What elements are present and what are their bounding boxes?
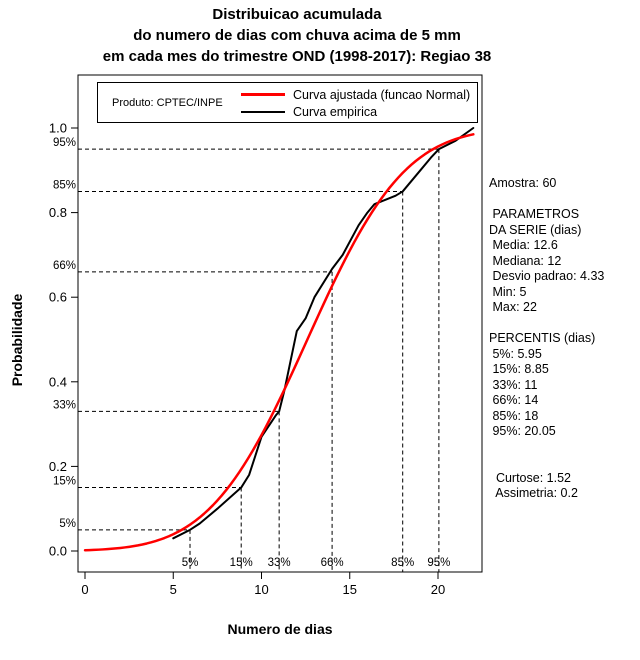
stats-line: Max: 22	[489, 300, 537, 314]
chart-title: Distribuicao acumulada do numero de dias…	[0, 4, 594, 67]
percentile-bottom-label-85%: 85%	[391, 557, 414, 569]
product-label: Produto: CPTEC/INPE	[112, 97, 223, 109]
percentile-bottom-label-95%: 95%	[427, 557, 450, 569]
legend-entry-fitted: Curva ajustada (funcao Normal)	[241, 86, 470, 104]
x-tick-label: 0	[81, 582, 88, 597]
percentile-left-label-33%: 33%	[53, 399, 76, 411]
stats-line	[489, 192, 604, 208]
y-tick-label: 0.0	[49, 544, 67, 559]
percentile-left-label-5%: 5%	[59, 518, 76, 530]
percentile-bottom-label-66%: 66%	[321, 557, 344, 569]
stats-line: PERCENTIS (dias)	[489, 331, 596, 345]
percentile-bottom-label-5%: 5%	[182, 557, 199, 569]
percentile-left-label-85%: 85%	[53, 179, 76, 191]
stats-line: 85%: 18	[489, 408, 539, 423]
chart-title-line1: Distribuicao acumulada	[212, 6, 382, 23]
x-tick-label: 20	[431, 582, 445, 597]
y-tick-label: 1.0	[49, 121, 67, 136]
stats-line: Min: 5	[489, 284, 527, 299]
legend-entries: Curva ajustada (funcao Normal) Curva emp…	[241, 86, 470, 121]
legend-label-empirical: Curva empirica	[293, 105, 378, 120]
percentile-left-label-66%: 66%	[53, 260, 76, 272]
stats-line: 33%: 11	[489, 377, 538, 392]
legend-entry-empirical: Curva empirica	[241, 104, 470, 122]
empirical-curve-line-sample	[241, 111, 285, 114]
y-tick-label: 0.6	[49, 290, 67, 305]
stats-line: Media: 12.6	[489, 238, 558, 252]
y-tick-label: 0.8	[49, 205, 67, 220]
stats-line: Curtose: 1.52	[489, 470, 571, 485]
empirical-curve	[172, 127, 475, 540]
stats-line: 66%: 14	[489, 393, 539, 407]
plot-border	[77, 74, 483, 573]
legend-label-fitted: Curva ajustada (funcao Normal)	[293, 87, 471, 102]
x-tick-label: 5	[170, 582, 177, 597]
y-axis-title: Probabilidade	[9, 294, 25, 387]
y-tick-label: 0.2	[49, 459, 67, 474]
chart-title-line3: em cada mes do trimestre OND (1998-2017)…	[102, 48, 492, 65]
fitted-curve	[83, 133, 475, 552]
legend-box: Produto: CPTEC/INPE Curva ajustada (func…	[97, 82, 478, 123]
stats-line: 5%: 5.95	[489, 346, 542, 361]
stats-line: Assimetria: 0.2	[489, 486, 578, 500]
x-axis-title: Numero de dias	[227, 621, 332, 637]
stats-line: Amostra: 60	[489, 176, 557, 190]
percentile-bottom-label-33%: 33%	[268, 557, 291, 569]
stats-line: Desvio padrao: 4.33	[489, 269, 605, 283]
percentile-bottom-label-15%: 15%	[230, 557, 253, 569]
y-tick-label: 0.4	[49, 374, 67, 389]
stats-line: 95%: 20.05	[489, 424, 556, 438]
fitted-curve-line-sample	[241, 93, 285, 97]
stats-line: Mediana: 12	[489, 253, 562, 268]
x-tick-label: 15	[343, 582, 357, 597]
stats-line	[489, 316, 604, 332]
percentile-left-label-15%: 15%	[53, 476, 76, 488]
stats-line: PARAMETROS	[489, 207, 580, 221]
x-tick-label: 10	[254, 582, 268, 597]
stats-line	[489, 455, 604, 471]
percentile-left-label-95%: 95%	[53, 137, 76, 149]
stats-line	[489, 440, 604, 456]
chart-title-line2: do numero de dias com chuva acima de 5 m…	[133, 27, 461, 44]
stats-line: 15%: 8.85	[489, 362, 549, 376]
stats-line: DA SERIE (dias)	[489, 222, 582, 237]
stats-panel: Amostra: 60 PARAMETROS DA SERIE (dias) Me…	[489, 176, 604, 502]
